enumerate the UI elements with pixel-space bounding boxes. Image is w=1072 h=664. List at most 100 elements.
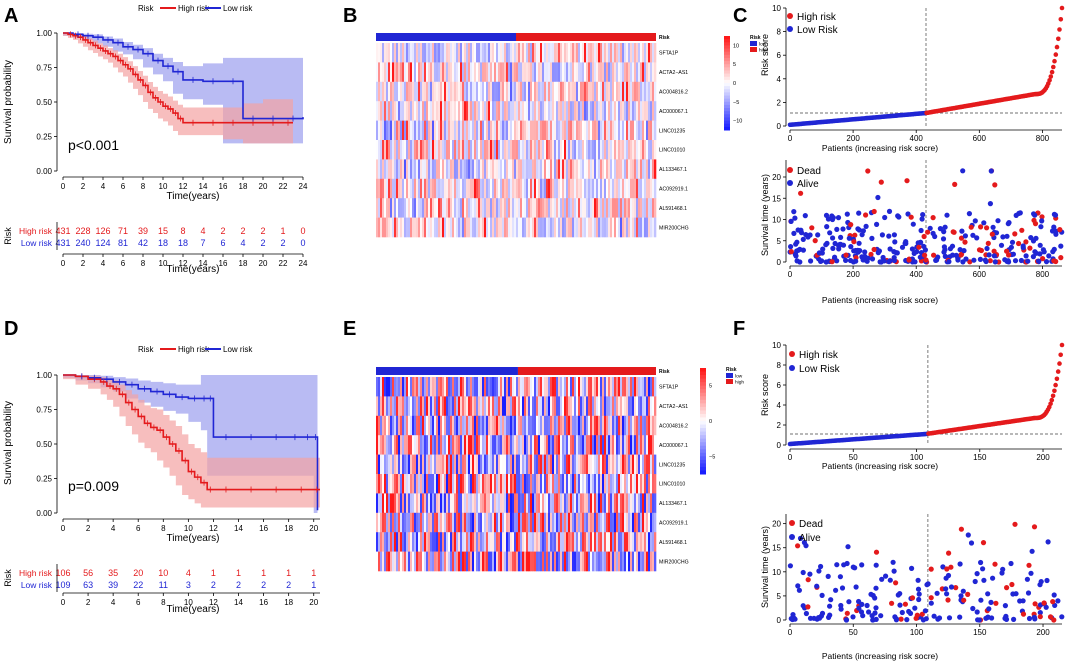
heatmap-cell	[642, 396, 645, 417]
heatmap-cell	[482, 159, 485, 180]
heatmap-cell	[598, 81, 601, 102]
color-scale-segment	[700, 452, 706, 457]
heatmap-cell	[386, 140, 389, 160]
heatmap-cell	[388, 43, 391, 63]
heatmap-cell	[602, 101, 605, 121]
heatmap-cell	[632, 198, 635, 218]
heatmap-cell	[598, 396, 601, 417]
heatmap-cell	[638, 396, 641, 417]
heatmap-cell	[650, 435, 653, 455]
heatmap-cell	[538, 81, 541, 102]
heatmap-cell	[470, 120, 473, 141]
heatmap-cell	[538, 512, 541, 533]
heatmap-cell	[506, 512, 509, 533]
heatmap-cell	[568, 377, 571, 397]
heatmap-cell	[618, 532, 621, 552]
heatmap-cell	[634, 101, 637, 121]
heatmap-cell	[600, 198, 603, 218]
heatmap-cell	[530, 62, 533, 83]
heatmap-cell	[456, 198, 459, 218]
heatmap-cell	[434, 43, 437, 63]
heatmap-cell	[634, 532, 637, 552]
heatmap-cell	[540, 101, 543, 121]
risk-count-cell: 22	[133, 580, 143, 590]
heatmap-cell	[648, 415, 651, 436]
heatmap-cell	[640, 532, 643, 552]
heatmap-cell	[540, 415, 543, 436]
alive-point	[1051, 246, 1057, 252]
heatmap-cell	[468, 178, 471, 199]
heatmap-cell	[648, 101, 651, 121]
alive-point	[883, 573, 889, 579]
heatmap-cell	[608, 512, 611, 533]
heatmap-cell	[470, 396, 473, 417]
alive-point	[791, 209, 797, 215]
heatmap-cell	[442, 551, 445, 572]
heatmap-cell	[556, 178, 559, 199]
dead-point	[805, 604, 811, 610]
alive-point	[916, 591, 922, 597]
heatmap-cell	[484, 159, 487, 180]
heatmap-cell	[382, 62, 385, 83]
heatmap-cell	[422, 198, 425, 218]
heatmap-cell	[636, 178, 639, 199]
heatmap-cell	[632, 435, 635, 455]
heatmap-cell	[424, 81, 427, 102]
heatmap-cell	[478, 178, 481, 199]
heatmap-cell	[440, 551, 443, 572]
heatmap-cell	[428, 415, 431, 436]
heatmap-cell	[628, 198, 631, 218]
heatmap-cell	[404, 159, 407, 180]
heatmap-cell	[436, 454, 439, 475]
heatmap-cell	[446, 178, 449, 199]
heatmap-cell	[384, 493, 387, 514]
heatmap-cell	[628, 396, 631, 417]
heatmap-cell	[574, 159, 577, 180]
heatmap-cell	[504, 493, 507, 514]
heatmap-cell	[564, 532, 567, 552]
heatmap-cell	[470, 159, 473, 180]
heatmap-cell	[552, 377, 555, 397]
heatmap-cell	[492, 81, 495, 102]
heatmap-cell	[518, 396, 521, 417]
heatmap-cell	[628, 101, 631, 121]
heatmap-cell	[536, 435, 539, 455]
heatmap-cell	[544, 217, 547, 238]
heatmap-cell	[540, 62, 543, 83]
x-tick-label: 2	[86, 524, 91, 533]
heatmap-cell	[424, 159, 427, 180]
alive-point	[1024, 576, 1030, 582]
alive-point	[983, 258, 989, 265]
heatmap-cell	[470, 532, 473, 552]
heatmap-cell	[440, 81, 443, 102]
heatmap-cell	[488, 62, 491, 83]
heatmap-cell	[512, 62, 515, 83]
x-tick-label: 10	[184, 524, 193, 533]
heatmap-cell	[468, 43, 471, 63]
y-tick-label: 2	[777, 98, 782, 107]
heatmap-cell	[540, 474, 543, 494]
heatmap-cell	[642, 532, 645, 552]
gene-label: LINC01010	[659, 148, 685, 154]
heatmap-cell	[404, 396, 407, 417]
heatmap-cell	[472, 120, 475, 141]
heatmap-cell	[406, 217, 409, 238]
heatmap-cell	[552, 512, 555, 533]
heatmap-cell	[378, 198, 381, 218]
heatmap-cell	[614, 551, 617, 572]
legend-high-label: High risk	[178, 4, 210, 13]
alive-point	[1028, 570, 1034, 576]
dead-point	[908, 214, 914, 220]
alive-point	[893, 617, 900, 623]
heatmap-cell	[654, 140, 657, 160]
high-risk-curve	[63, 374, 320, 491]
heatmap-cell	[528, 101, 531, 121]
panel-f-top-ylabel: Risk score	[760, 374, 770, 416]
heatmap-cell	[634, 217, 637, 238]
heatmap-cell	[474, 532, 477, 552]
color-scale-segment	[700, 406, 706, 411]
heatmap-cell	[614, 140, 617, 160]
heatmap-cell	[382, 377, 385, 397]
heatmap-cell	[494, 415, 497, 436]
heatmap-cell	[620, 62, 623, 83]
